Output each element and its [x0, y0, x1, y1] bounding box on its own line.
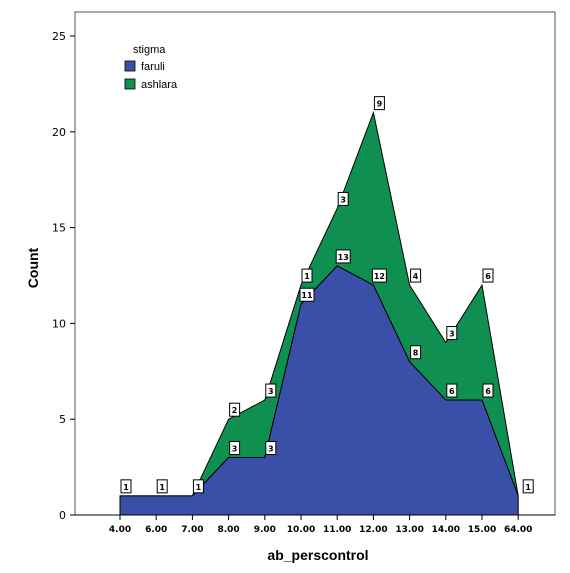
x-axis-title: ab_perscontrol: [267, 547, 368, 563]
data-label-faruli: 1: [156, 479, 168, 494]
y-axis-title: Count: [25, 247, 41, 288]
x-tick-label: 15.00: [468, 525, 496, 535]
data-label-faruli: 6: [446, 383, 458, 398]
svg-text:2: 2: [232, 406, 238, 415]
legend-title: stigma: [133, 44, 166, 56]
svg-text:1: 1: [304, 272, 310, 281]
legend-label-ashlara: ashlara: [141, 79, 178, 91]
svg-text:12: 12: [374, 272, 385, 281]
svg-text:13: 13: [338, 253, 349, 262]
data-label-faruli: 1: [120, 479, 132, 494]
svg-text:6: 6: [449, 387, 455, 396]
x-tick-label: 64.00: [504, 525, 532, 535]
y-tick-label: 0: [59, 509, 66, 522]
legend-label-faruli: faruli: [141, 61, 165, 73]
y-tick-label: 15: [52, 222, 66, 235]
y-tick-label: 25: [52, 30, 66, 43]
x-tick-label: 8.00: [217, 525, 239, 535]
svg-text:1: 1: [525, 483, 531, 492]
data-label-faruli: 1: [522, 479, 534, 494]
svg-text:3: 3: [449, 330, 455, 339]
data-label-ashlara: 6: [482, 268, 494, 283]
svg-text:8: 8: [413, 349, 419, 358]
svg-text:1: 1: [123, 483, 129, 492]
data-label-faruli: 13: [335, 249, 351, 264]
legend-swatch-faruli: [124, 60, 136, 72]
y-axis: 0 5 10 15 20 25: [52, 30, 75, 522]
svg-text:3: 3: [268, 387, 274, 396]
svg-text:6: 6: [485, 387, 491, 396]
data-label-faruli: 3: [265, 441, 277, 456]
y-tick-label: 20: [52, 126, 66, 139]
svg-text:3: 3: [232, 445, 238, 454]
data-label-faruli: 12: [371, 268, 387, 283]
data-label-ashlara: 4: [410, 268, 422, 283]
data-label-faruli: 6: [482, 383, 494, 398]
data-label-ashlara: 1: [301, 268, 313, 283]
x-tick-label: 13.00: [395, 525, 423, 535]
svg-text:9: 9: [377, 100, 383, 109]
x-tick-label: 9.00: [254, 525, 276, 535]
data-label-faruli: 3: [229, 441, 241, 456]
x-tick-label: 10.00: [287, 525, 315, 535]
data-label-ashlara: 3: [337, 191, 349, 206]
svg-text:11: 11: [301, 291, 313, 300]
data-label-ashlara: 2: [229, 402, 241, 417]
data-label-faruli: 11: [299, 287, 315, 302]
y-tick-label: 5: [59, 413, 66, 426]
legend-swatch-ashlara: [124, 78, 136, 90]
svg-text:3: 3: [268, 445, 274, 454]
svg-text:3: 3: [340, 195, 346, 204]
x-tick-label: 12.00: [359, 525, 387, 535]
area-series: [119, 110, 519, 516]
svg-text:4: 4: [413, 272, 419, 281]
svg-text:1: 1: [159, 483, 165, 492]
x-tick-label: 6.00: [145, 525, 167, 535]
area-faruli: [119, 265, 519, 516]
x-tick-label: 11.00: [323, 525, 351, 535]
y-tick-label: 10: [52, 317, 66, 330]
x-axis: 4.00 6.00 7.00 8.00 9.00 10.00 11.00 12.00 13.00…: [75, 514, 555, 535]
svg-text:1: 1: [196, 483, 202, 492]
data-label-faruli: 8: [410, 345, 422, 360]
legend: stigma faruli ashlara: [124, 44, 178, 91]
x-tick-label: 7.00: [181, 525, 203, 535]
data-label-ashlara: 9: [373, 96, 385, 111]
data-label-ashlara: 3: [446, 326, 458, 341]
svg-text:6: 6: [485, 272, 491, 281]
data-label-faruli: 1: [192, 479, 204, 494]
x-tick-label: 14.00: [432, 525, 460, 535]
data-label-ashlara: 3: [265, 383, 277, 398]
x-tick-label: 4.00: [109, 525, 131, 535]
